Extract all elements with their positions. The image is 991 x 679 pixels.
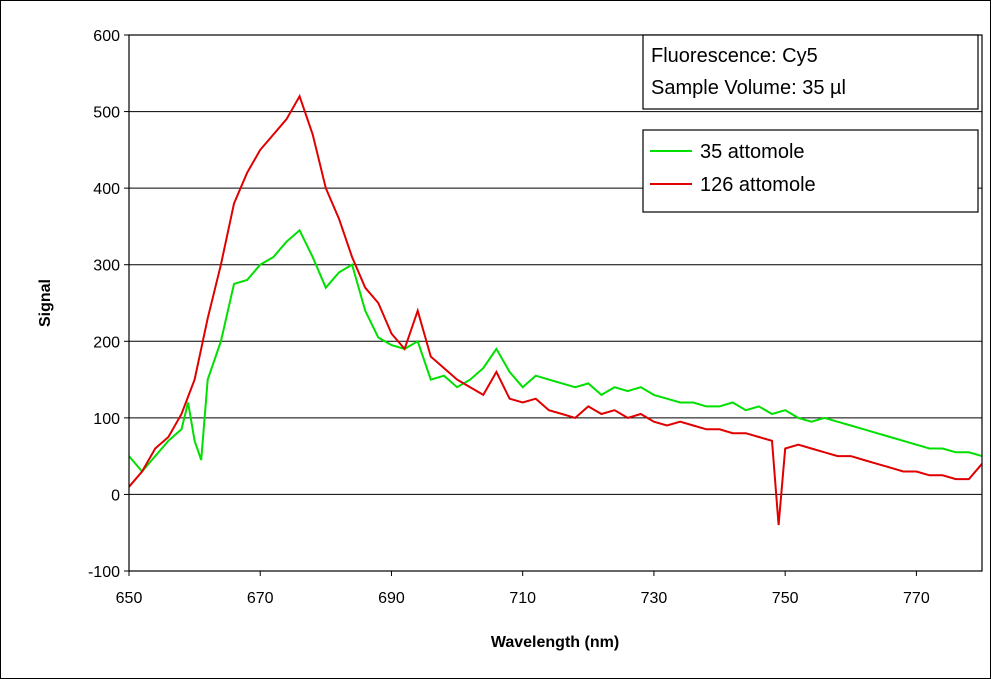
plot-border (128, 34, 983, 572)
legend: 35 attomole 126 attomole (642, 129, 979, 213)
series-line-1 (129, 228, 982, 474)
y-axis-title: Signal (37, 279, 54, 327)
x-tick-label: 690 (378, 590, 405, 607)
annotation-line-1: Fluorescence: Cy5 (651, 45, 818, 67)
x-axis-title: Wavelength (nm) (491, 634, 619, 651)
y-tick-label: 200 (93, 334, 120, 351)
tick-labels: -100 0 100 200 300 400 500 600 650 670 690 710 730 75… (88, 28, 930, 607)
y-tick-label: 500 (93, 105, 120, 122)
x-tick-label: 670 (247, 590, 274, 607)
y-tick-label: 100 (93, 411, 120, 428)
grid-lines (129, 111, 982, 495)
annotation-box: Fluorescence: Cy5 Sample Volume: 35 µl (642, 34, 979, 110)
x-tick-label: 730 (641, 590, 668, 607)
x-tick-label: 750 (772, 590, 799, 607)
y-tick-label: 400 (93, 181, 120, 198)
annotation-line-2: Sample Volume: 35 µl (651, 77, 846, 99)
legend-label-series-2: 126 attomole (700, 174, 816, 196)
y-tick-label: 0 (111, 487, 120, 504)
legend-label-series-1: 35 attomole (700, 141, 805, 163)
annotation-box-frame (642, 34, 979, 110)
y-tick-label: -100 (88, 564, 120, 581)
x-tick-label: 770 (903, 590, 930, 607)
series-layer (129, 93, 982, 526)
x-tick-label: 650 (116, 590, 143, 607)
series-line-2 (129, 93, 982, 526)
legend-frame (642, 129, 979, 213)
y-tick-label: 300 (93, 258, 120, 275)
y-tick-label: 600 (93, 28, 120, 45)
x-tick-label: 710 (509, 590, 536, 607)
plot-clip (129, 93, 982, 526)
